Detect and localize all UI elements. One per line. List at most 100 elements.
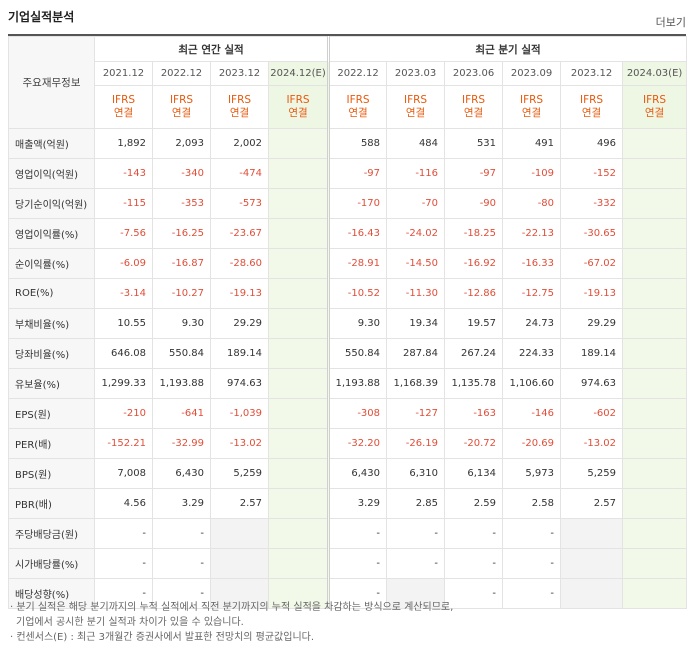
value-cell: -22.13 [502,218,562,249]
value-cell: 6,310 [386,458,446,489]
table-row: 당좌비율(%) 646.08 550.84 189.14 550.84 287.84 267… [8,338,688,369]
value-cell: -20.72 [444,428,504,459]
value-cell [622,188,688,219]
footnote-2: 기업에서 공시한 분기 실적과 차이가 있을 수 있습니다. [16,617,244,628]
value-cell: 5,973 [502,458,562,489]
value-cell: 1,168.39 [386,368,446,399]
value-cell: -90 [444,188,504,219]
top-divider [8,34,686,36]
value-cell [210,518,269,549]
value-cell: 1,106.60 [502,368,562,399]
value-cell [210,578,269,609]
table-row: 시가배당률(%) - - - - - - [8,548,688,579]
table-row: EPS(원) -210 -641 -1,039 -308 -127 -163 -146 -602 [8,398,688,429]
value-cell: -19.13 [210,278,269,309]
value-cell: 588 [327,128,388,159]
value-cell: 1,193.88 [152,368,211,399]
value-cell [267,338,330,369]
basis-header: IFRS 연결 [94,85,153,129]
basis-consolidation: 연결 [348,107,368,119]
basis-standard: IFRS [286,94,310,106]
value-cell: 10.55 [94,308,153,339]
value-cell: -109 [502,158,562,189]
basis-standard: IFRS [346,94,370,106]
value-cell: -16.92 [444,248,504,279]
value-cell: - [152,578,211,609]
value-cell: -332 [560,188,624,219]
value-cell [622,368,688,399]
value-cell [267,308,330,339]
period-header: 2023.09 [502,61,562,86]
value-cell [267,278,330,309]
value-cell [622,488,688,519]
value-cell: 1,299.33 [94,368,153,399]
value-cell: - [502,548,562,579]
value-cell: 484 [386,128,446,159]
row-label: 순이익률(%) [8,248,95,279]
value-cell: -340 [152,158,211,189]
basis-standard: IFRS [403,94,428,106]
value-cell [267,128,330,159]
basis-consolidation: 연결 [113,107,134,119]
period-header: 2022.12 [327,61,388,86]
value-cell: - [327,518,388,549]
value-cell: -3.14 [94,278,153,309]
value-cell: 496 [560,128,624,159]
basis-standard: IFRS [643,94,667,106]
row-label: 매출액(억원) [8,128,95,159]
value-cell: 646.08 [94,338,153,369]
table-row: 영업이익(억원) -143 -340 -474 -97 -116 -97 -109 -152 [8,158,688,189]
value-cell: -210 [94,398,153,429]
value-cell: 2.57 [560,488,624,519]
value-cell: - [386,518,446,549]
basis-header: IFRS 연결 [386,85,446,129]
value-cell [560,518,624,549]
row-label: 당좌비율(%) [8,338,95,369]
table-row: ROE(%) -3.14 -10.27 -19.13 -10.52 -11.30 -12.8… [8,278,688,309]
value-cell: -115 [94,188,153,219]
basis-consolidation: 연결 [581,107,602,119]
period-header: 2022.12 [152,61,211,86]
value-cell: - [444,548,504,579]
more-link[interactable]: 더보기 [655,16,686,29]
footnotes: · 분기 실적은 해당 분기까지의 누적 실적에서 직전 분기까지의 누적 실적… [10,600,453,645]
row-label: BPS(원) [8,458,95,489]
value-cell [210,548,269,579]
basis-header: IFRS 연결 [327,85,388,129]
value-cell: - [152,548,211,579]
row-label: 배당성향(%) [8,578,95,609]
value-cell [622,458,688,489]
period-header: 2023.06 [444,61,504,86]
value-cell [622,248,688,279]
footnote-1: · 분기 실적은 해당 분기까지의 누적 실적에서 직전 분기까지의 누적 실적… [10,602,454,613]
value-cell: -97 [327,158,388,189]
basis-standard: IFRS [111,94,136,106]
value-cell [622,398,688,429]
value-cell: - [94,548,153,579]
value-cell: 224.33 [502,338,562,369]
table-row: 부채비율(%) 10.55 9.30 29.29 9.30 19.34 19.57 24.73… [8,308,688,339]
basis-standard: IFRS [461,94,486,106]
value-cell [267,158,330,189]
value-cell: 6,430 [327,458,388,489]
value-cell: -12.86 [444,278,504,309]
value-cell: - [444,518,504,549]
value-cell: 3.29 [327,488,388,519]
value-cell: 3.29 [152,488,211,519]
value-cell [622,428,688,459]
value-cell: 6,430 [152,458,211,489]
value-cell: 2.85 [386,488,446,519]
row-label: PER(배) [8,428,95,459]
value-cell: -26.19 [386,428,446,459]
row-label: 시가배당률(%) [8,548,95,579]
value-cell: -127 [386,398,446,429]
value-cell [622,338,688,369]
value-cell [267,248,330,279]
value-cell: -32.20 [327,428,388,459]
value-cell: -20.69 [502,428,562,459]
basis-header: IFRS 연결 [560,85,624,129]
value-cell [386,578,446,609]
value-cell: 2.57 [210,488,269,519]
value-cell: 531 [444,128,504,159]
value-cell: -12.75 [502,278,562,309]
